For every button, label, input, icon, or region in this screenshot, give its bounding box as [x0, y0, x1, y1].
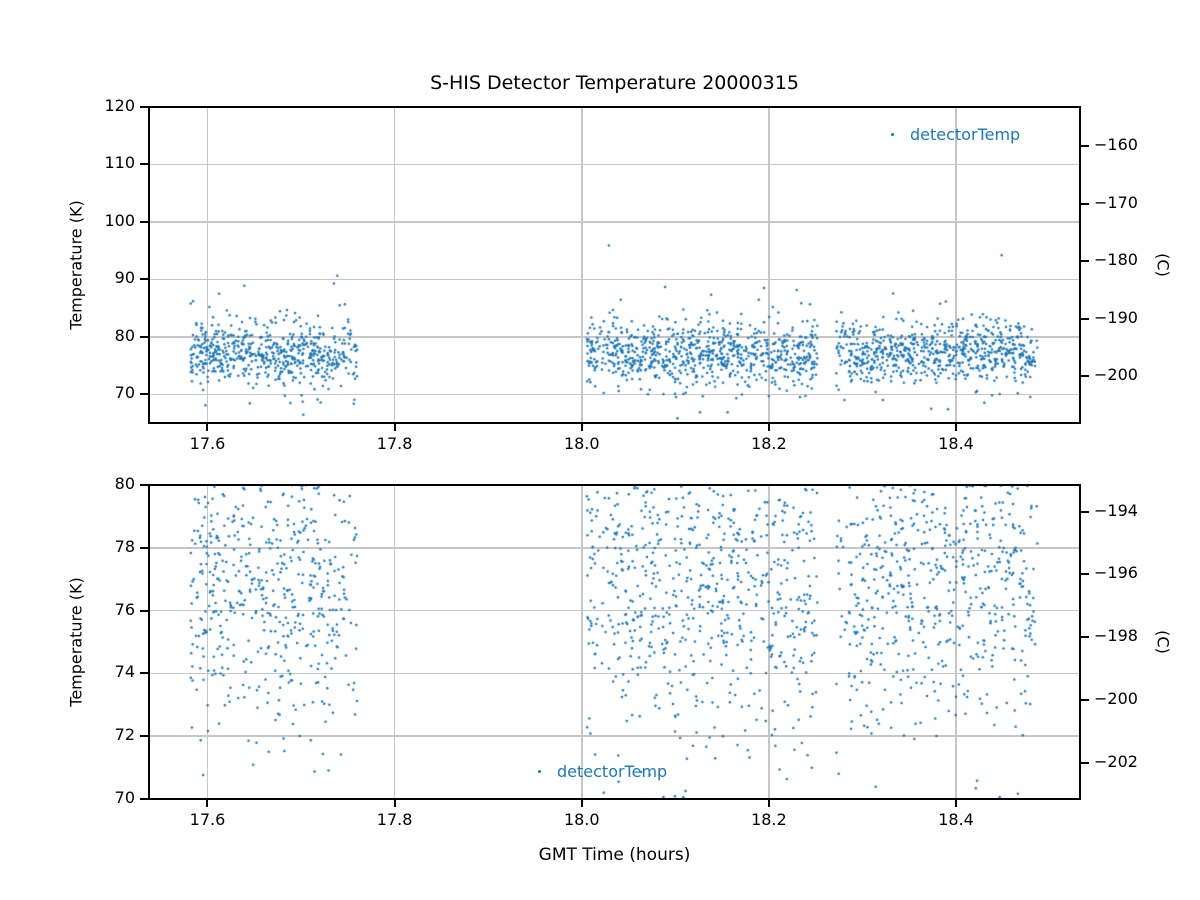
y-tick-mark-right: [1080, 510, 1089, 513]
y-tick-label-right: −200: [1094, 689, 1138, 709]
y-axis-title-left: Temperature (K): [66, 577, 86, 707]
y-tick-label-left: 74: [114, 662, 135, 682]
legend-marker-dot-icon: [538, 769, 541, 773]
bottom-spine: [149, 798, 1080, 800]
y-axis-title-left: Temperature (K): [66, 200, 86, 330]
y-tick-label-right: −196: [1094, 563, 1138, 583]
y-tick-mark-left: [140, 609, 149, 612]
y-tick-label-left: 70: [114, 383, 135, 403]
x-tick-label: 18.2: [751, 810, 787, 829]
y-tick-mark-right: [1080, 699, 1089, 702]
y-axis-title-right: (C): [1153, 630, 1173, 654]
y-tick-mark-left: [140, 735, 149, 738]
y-tick-mark-left: [140, 335, 149, 338]
y-tick-mark-right: [1080, 202, 1089, 205]
y-tick-label-left: 120: [104, 96, 135, 115]
left-spine: [148, 484, 150, 800]
y-tick-label-left: 110: [104, 153, 135, 173]
y-tick-label-left: 76: [114, 599, 135, 619]
y-tick-mark-left: [140, 278, 149, 281]
x-tick-mark: [767, 423, 770, 431]
x-tick-label: 18.4: [938, 810, 974, 829]
legend-marker-dot-icon: [891, 132, 894, 136]
y-tick-mark-left: [140, 220, 149, 223]
y-tick-label-left: 78: [114, 536, 135, 556]
y-tick-label-left: 90: [114, 268, 135, 288]
right-spine: [1079, 484, 1081, 800]
x-tick-label: 17.6: [189, 810, 226, 829]
x-tick-mark: [393, 799, 396, 807]
y-axis-title-right: (C): [1153, 253, 1173, 277]
x-tick-mark: [393, 423, 396, 431]
top-spine: [149, 106, 1080, 108]
x-tick-label: 17.8: [376, 434, 413, 453]
y-tick-label-left: 72: [114, 725, 135, 745]
scatter-points-detectorTemp: [149, 485, 1080, 799]
y-tick-label-right: −202: [1094, 751, 1138, 771]
y-tick-label-right: −180: [1094, 250, 1138, 270]
legend-label: detectorTemp: [910, 124, 1021, 144]
left-spine: [148, 106, 150, 424]
y-tick-label-left: 80: [114, 325, 135, 345]
x-tick-mark: [767, 799, 770, 807]
chart-title: S-HIS Detector Temperature 20000315: [430, 72, 799, 94]
y-tick-label-left: 70: [114, 788, 135, 807]
x-tick-mark: [206, 799, 209, 807]
right-spine: [1079, 106, 1081, 424]
x-tick-mark: [955, 799, 958, 807]
subplot-bottom: 17.6 17.8 18.0 18.2 18.4 70 72 74 76 78 80 −194 −196…: [67, 474, 1173, 829]
y-tick-mark-left: [140, 484, 149, 486]
y-tick-mark-right: [1080, 317, 1089, 320]
y-tick-mark-left: [140, 106, 149, 108]
x-tick-label: 17.8: [376, 810, 413, 829]
y-tick-mark-left: [140, 672, 149, 675]
x-tick-label: 18.0: [563, 434, 600, 453]
y-tick-label-right: −198: [1094, 626, 1138, 646]
x-tick-label: 18.4: [938, 434, 974, 453]
y-tick-mark-right: [1080, 145, 1089, 148]
x-tick-mark: [580, 799, 583, 807]
y-tick-mark-left: [140, 393, 149, 396]
x-tick-label: 17.6: [189, 434, 226, 453]
y-tick-mark-right: [1080, 573, 1089, 576]
y-tick-mark-right: [1080, 375, 1089, 378]
legend-top: detectorTemp: [891, 123, 1020, 145]
bottom-spine: [149, 422, 1080, 424]
y-tick-label-right: −160: [1094, 135, 1138, 155]
y-tick-mark-left: [140, 798, 149, 800]
y-tick-label-right: −200: [1094, 365, 1138, 385]
legend-label: detectorTemp: [557, 761, 668, 781]
y-tick-mark-right: [1080, 761, 1089, 764]
subplot-top: 17.6 17.8 18.0 18.2 18.4 70 80 90 100 110 120 −160 −…: [67, 96, 1173, 453]
x-axis-title: GMT Time (hours): [538, 845, 691, 865]
y-tick-label-left: 80: [114, 474, 135, 493]
x-tick-mark: [955, 423, 958, 431]
x-tick-label: 18.0: [563, 810, 600, 829]
y-tick-mark-right: [1080, 260, 1089, 263]
top-spine: [149, 484, 1080, 486]
legend-bottom: detectorTemp: [538, 760, 667, 782]
y-tick-mark-right: [1080, 636, 1089, 639]
y-tick-mark-left: [140, 163, 149, 166]
y-tick-label-left: 100: [104, 210, 135, 230]
y-tick-label-right: −170: [1094, 192, 1138, 212]
x-tick-mark: [580, 423, 583, 431]
x-tick-label: 18.2: [751, 434, 787, 453]
y-tick-label-right: −190: [1094, 307, 1138, 327]
x-tick-mark: [206, 423, 209, 431]
scatter-points-detectorTemp: [149, 107, 1080, 423]
y-tick-mark-left: [140, 546, 149, 549]
y-tick-label-right: −194: [1094, 500, 1138, 520]
